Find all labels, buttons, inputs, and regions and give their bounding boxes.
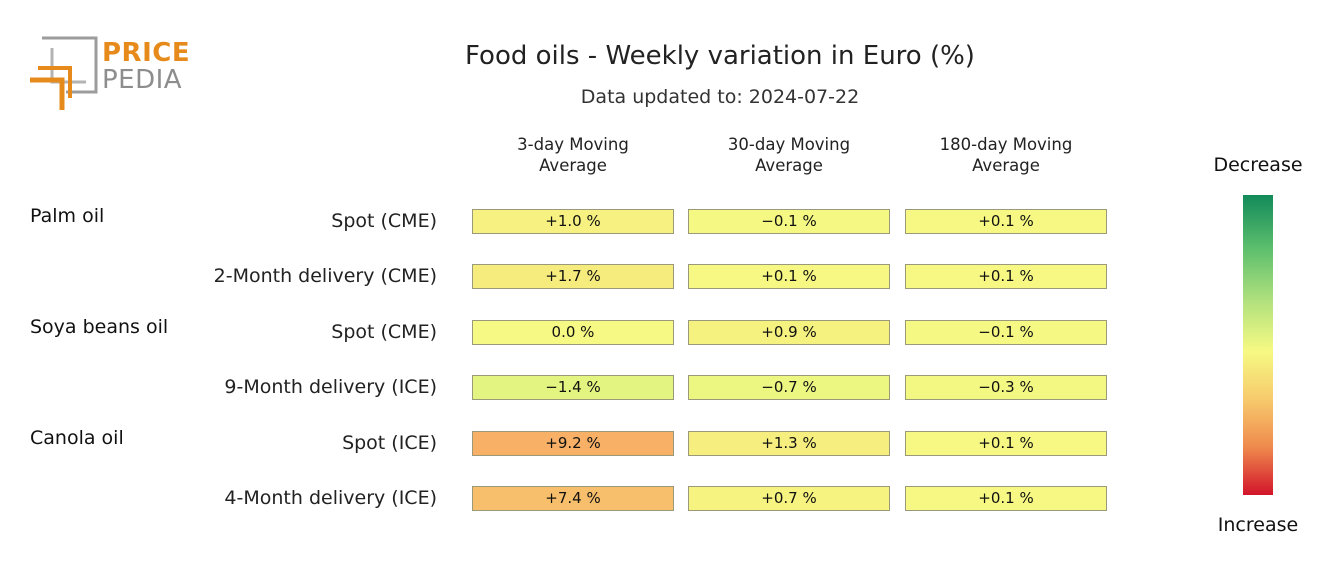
column-header-line: Average — [972, 156, 1040, 175]
heatmap-cell: +0.1 % — [905, 486, 1107, 511]
column-header: 3-day Moving Average — [463, 134, 683, 176]
legend-decrease-label: Decrease — [1213, 154, 1303, 176]
heatmap-cell: +1.3 % — [688, 431, 890, 456]
column-header-line: 30-day Moving — [727, 135, 851, 154]
heatmap-cell: −0.7 % — [688, 375, 890, 400]
heatmap-cell: +0.1 % — [688, 264, 890, 289]
heatmap-cell: −0.1 % — [688, 209, 890, 234]
column-header-line: 3-day Moving — [517, 135, 629, 154]
column-header-line: Average — [755, 156, 823, 175]
heatmap-cell: −0.1 % — [905, 320, 1107, 345]
heatmap-cell: +0.9 % — [688, 320, 890, 345]
heatmap-cell: −1.4 % — [472, 375, 674, 400]
column-header: 180-day Moving Average — [896, 134, 1116, 176]
heatmap-cell: −0.3 % — [905, 375, 1107, 400]
heatmap-cell: +0.1 % — [905, 431, 1107, 456]
group-label: Soya beans oil — [30, 316, 169, 338]
heatmap-cell: +0.1 % — [905, 264, 1107, 289]
heatmap-cell: +0.1 % — [905, 209, 1107, 234]
logo-text-price: PRICE — [102, 38, 191, 68]
heatmap-cell: +9.2 % — [472, 431, 674, 456]
heatmap-cell: +1.0 % — [472, 209, 674, 234]
column-header-line: Average — [539, 156, 607, 175]
heatmap-cell: +1.7 % — [472, 264, 674, 289]
row-label: Spot (ICE) — [342, 432, 437, 454]
row-label: 4-Month delivery (ICE) — [224, 487, 437, 509]
pricepedia-logo: PRICE PEDIA — [28, 36, 191, 112]
row-label: Spot (CME) — [331, 321, 437, 343]
row-label: 9-Month delivery (ICE) — [224, 376, 437, 398]
logo-mark-icon — [30, 36, 98, 110]
group-label: Palm oil — [30, 205, 105, 227]
row-label: Spot (CME) — [331, 210, 437, 232]
heatmap-cell: 0.0 % — [472, 320, 674, 345]
row-label: 2-Month delivery (CME) — [213, 265, 437, 287]
column-header-line: 180-day Moving — [939, 135, 1073, 154]
color-scale-bar — [1243, 195, 1273, 495]
heatmap-cell: +0.7 % — [688, 486, 890, 511]
chart-title: Food oils - Weekly variation in Euro (%) — [465, 41, 975, 71]
group-label: Canola oil — [30, 427, 124, 449]
heatmap-cell: +7.4 % — [472, 486, 674, 511]
legend-increase-label: Increase — [1217, 514, 1299, 536]
chart-subtitle: Data updated to: 2024-07-22 — [580, 86, 860, 108]
logo-text-pedia: PEDIA — [102, 65, 183, 95]
column-header: 30-day Moving Average — [679, 134, 899, 176]
